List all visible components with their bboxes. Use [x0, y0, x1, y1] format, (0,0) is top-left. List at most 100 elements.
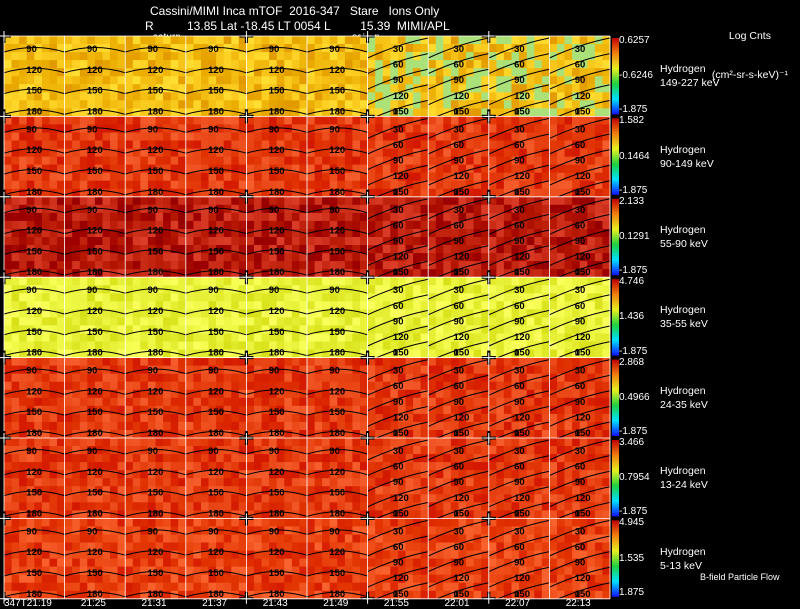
- heatmap-cell: [541, 44, 550, 53]
- heatmap-cell: [170, 164, 179, 173]
- heatmap-cell: [26, 405, 35, 415]
- heatmap-cell: [458, 84, 467, 93]
- heatmap-cell: [132, 421, 141, 431]
- heatmap-cell: [466, 269, 474, 278]
- heatmap-cell: [178, 438, 187, 447]
- heatmap-cell: [94, 285, 103, 294]
- heatmap-cell: [201, 172, 209, 181]
- heatmap-cell: [367, 116, 376, 125]
- heatmap-cell: [11, 212, 20, 222]
- heatmap-cell: [140, 108, 149, 117]
- heatmap-cell: [170, 92, 179, 101]
- heatmap-cell: [102, 100, 111, 109]
- heatmap-cell: [94, 253, 103, 262]
- heatmap-cell: [344, 293, 353, 302]
- heatmap-cell: [208, 470, 217, 479]
- heatmap-cell: [519, 277, 527, 286]
- contour-label: 120: [269, 145, 285, 156]
- heatmap-cell: [155, 325, 164, 334]
- heatmap-cell: [473, 60, 482, 69]
- heatmap-cell: [344, 397, 353, 407]
- heatmap-cell: [284, 245, 293, 254]
- heatmap-cell: [170, 124, 179, 133]
- pitch-angle-contour: [3, 288, 65, 294]
- heatmap-cell: [79, 293, 88, 302]
- heatmap-cell: [147, 510, 156, 519]
- heatmap-cell: [534, 349, 543, 358]
- heatmap-cell: [382, 397, 391, 407]
- heatmap-cell: [201, 180, 209, 189]
- heatmap-cell: [420, 60, 429, 69]
- heatmap-cell: [466, 220, 474, 230]
- heatmap-cell: [87, 470, 96, 479]
- heatmap-cell: [557, 373, 565, 382]
- heatmap-cell: [41, 309, 50, 318]
- heatmap-cell: [147, 76, 156, 85]
- heatmap-cell: [390, 413, 399, 423]
- heatmap-cell: [49, 309, 58, 318]
- heatmap-cell: [254, 116, 262, 125]
- heatmap-cell: [193, 430, 202, 439]
- heatmap-cell: [360, 84, 368, 93]
- heatmap-cell: [94, 486, 103, 495]
- heatmap-cell: [329, 140, 338, 149]
- heatmap-cell: [26, 253, 35, 262]
- heatmap-cell: [360, 229, 368, 238]
- heatmap-cell: [208, 172, 217, 181]
- pitch-angle-contour: [549, 68, 611, 90]
- heatmap-cell: [79, 172, 88, 181]
- heatmap-cell: [284, 237, 293, 246]
- heatmap-cell: [579, 156, 588, 165]
- heatmap-cell: [208, 36, 217, 45]
- heatmap-cell: [102, 462, 111, 471]
- heatmap-cell: [428, 357, 437, 366]
- heatmap-cell: [435, 365, 444, 374]
- heatmap-cell: [352, 317, 361, 326]
- heatmap-cell: [276, 52, 285, 61]
- heatmap-cell: [405, 245, 414, 254]
- heatmap-cell: [102, 301, 111, 310]
- heatmap-cell: [223, 510, 232, 519]
- heatmap-cell: [102, 212, 111, 222]
- heatmap-cell: [185, 229, 194, 238]
- heatmap-cell: [170, 365, 179, 374]
- heatmap-cell: [231, 164, 240, 173]
- heatmap-cell: [11, 277, 20, 286]
- heatmap-cell: [4, 164, 12, 173]
- heatmap-cell: [397, 413, 406, 423]
- contour-label: 30: [393, 366, 404, 377]
- heatmap-cell: [41, 438, 50, 447]
- heatmap-cell: [41, 510, 50, 519]
- heatmap-cell: [473, 365, 482, 374]
- heatmap-cell: [147, 293, 156, 302]
- heatmap-cell: [170, 341, 179, 350]
- heatmap-cell: [352, 132, 361, 141]
- heatmap-cell: [79, 60, 88, 69]
- heatmap-cell: [549, 76, 558, 85]
- heatmap-cell: [337, 140, 346, 149]
- heatmap-cell: [564, 261, 573, 270]
- heatmap-cell: [382, 301, 391, 310]
- heatmap-cell: [337, 373, 346, 382]
- heatmap-cell: [299, 84, 308, 93]
- heatmap-cell: [132, 60, 141, 69]
- heatmap-cell: [64, 446, 73, 455]
- heatmap-cell: [276, 76, 285, 85]
- heatmap-cell: [420, 389, 429, 399]
- heatmap-cell: [110, 454, 118, 463]
- heatmap-cell: [223, 132, 232, 141]
- heatmap-cell: [125, 220, 134, 230]
- heatmap-cell: [254, 357, 262, 366]
- heatmap-cell: [155, 124, 164, 133]
- heatmap-cell: [572, 309, 580, 318]
- heatmap-cell: [201, 357, 209, 366]
- heatmap-cell: [557, 172, 565, 181]
- heatmap-cell: [534, 261, 543, 270]
- heatmap-cell: [503, 341, 512, 350]
- heatmap-cell: [193, 486, 202, 495]
- heatmap-cell: [496, 341, 505, 350]
- contour-label: 120: [269, 65, 285, 76]
- heatmap-cell: [526, 245, 535, 254]
- heatmap-cell: [428, 36, 437, 45]
- heatmap-cell: [34, 156, 43, 165]
